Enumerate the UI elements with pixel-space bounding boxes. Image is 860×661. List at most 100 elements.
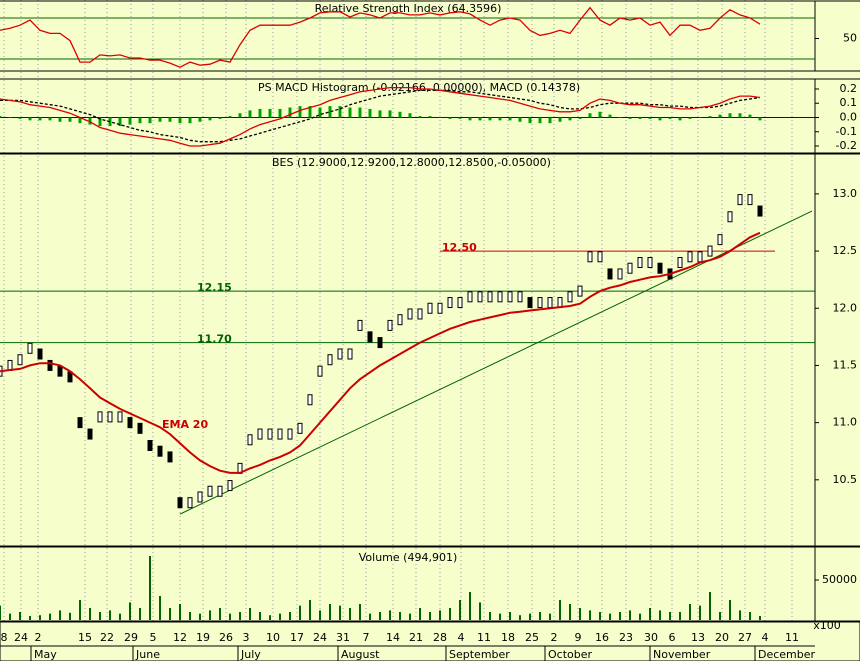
histogram-bar	[18, 117, 22, 119]
x-tick-label: 31	[336, 631, 350, 644]
histogram-bar	[58, 117, 62, 122]
price-candle	[617, 268, 623, 280]
histogram-bar	[238, 113, 242, 118]
series-label: EMA 20	[162, 418, 208, 431]
month-label: August	[341, 648, 380, 661]
x-tick-label: 2	[35, 631, 42, 644]
volume-bar	[529, 613, 531, 620]
price-candle	[347, 348, 353, 360]
histogram-bar	[358, 107, 362, 118]
series-line	[0, 89, 761, 143]
volume-bar	[319, 610, 321, 620]
x-tick-label: 2	[551, 631, 558, 644]
volume-bar	[259, 612, 261, 620]
price-candle	[267, 428, 273, 440]
x-tick-label: 13	[691, 631, 705, 644]
x-tick-label: 28	[433, 631, 447, 644]
price-candle	[457, 297, 463, 309]
price-candle	[127, 417, 133, 429]
histogram-bar	[268, 108, 272, 118]
price-candle	[137, 422, 143, 434]
price-candle	[157, 445, 163, 457]
histogram-bar	[748, 114, 752, 118]
price-candle	[727, 211, 733, 223]
volume-bar	[649, 608, 651, 620]
price-candle	[187, 497, 193, 509]
histogram-bar	[558, 117, 562, 122]
panel-title: PS MACD Histogram (-0.02166, 0.00000), M…	[258, 81, 580, 94]
volume-bar	[589, 610, 591, 620]
histogram-bar	[588, 113, 592, 118]
histogram-bar	[218, 117, 222, 119]
volume-bar	[669, 612, 671, 620]
volume-bar	[329, 604, 331, 620]
x-tick-label: 11	[477, 631, 491, 644]
volume-bar	[39, 615, 41, 620]
price-candle	[317, 365, 323, 377]
price-candle	[487, 291, 493, 303]
volume-bar	[579, 608, 581, 620]
y-tick-label: 12.5	[833, 244, 858, 257]
price-candle	[657, 262, 663, 274]
price-candle	[747, 194, 753, 206]
x-tick-label: 16	[595, 631, 609, 644]
histogram-bar	[198, 117, 202, 122]
price-candle	[687, 251, 693, 263]
volume-bar	[149, 556, 151, 620]
y-tick-label: 50000	[822, 573, 857, 586]
x-tick-label: 29	[124, 631, 138, 644]
price-candle	[87, 428, 93, 440]
x-tick-label: 11	[785, 631, 799, 644]
volume-bar	[359, 604, 361, 620]
volume-bar	[659, 610, 661, 620]
histogram-bar	[178, 117, 182, 124]
price-candle	[497, 291, 503, 303]
volume-bar	[349, 608, 351, 620]
y-tick-label: -0.2	[836, 139, 857, 152]
volume-bar	[139, 608, 141, 620]
price-candle	[57, 365, 63, 377]
price-candle	[437, 302, 443, 314]
price-candle	[407, 308, 413, 320]
volume-bar	[759, 616, 761, 620]
volume-bar	[399, 612, 401, 620]
histogram-bar	[278, 108, 282, 118]
histogram-bar	[428, 116, 432, 118]
volume-bar	[339, 605, 341, 620]
price-candle	[17, 354, 23, 366]
histogram-bar	[88, 117, 92, 125]
price-candle	[27, 342, 33, 354]
volume-bar	[559, 600, 561, 620]
y-tick-label: 0.1	[840, 96, 858, 109]
price-candle	[47, 359, 53, 371]
y-tick-label: 50	[843, 32, 857, 45]
y-tick-label: 0.2	[840, 82, 858, 95]
y-tick-label: 0.0	[840, 110, 858, 123]
x-tick-label: 25	[525, 631, 539, 644]
volume-bar	[419, 608, 421, 620]
histogram-bar	[188, 117, 192, 124]
histogram-bar	[608, 114, 612, 118]
histogram-bar	[758, 117, 762, 121]
volume-bar	[439, 610, 441, 620]
volume-bar	[279, 613, 281, 620]
x-tick-label: 10	[266, 631, 280, 644]
volume-bar	[539, 612, 541, 620]
volume-bar	[79, 600, 81, 620]
volume-bar	[429, 612, 431, 620]
volume-bar	[599, 612, 601, 620]
series-line	[0, 86, 761, 147]
volume-bar	[209, 610, 211, 620]
volume-bar	[229, 613, 231, 620]
y-tick-label: -0.1	[836, 125, 857, 138]
histogram-bar	[538, 117, 542, 124]
histogram-bar	[138, 117, 142, 124]
x-tick-label: 18	[501, 631, 515, 644]
x-tick-label: 4	[762, 631, 769, 644]
histogram-bar	[438, 117, 442, 118]
x-tick-label: 23	[619, 631, 633, 644]
histogram-bar	[308, 106, 312, 118]
histogram-bar	[68, 117, 72, 122]
histogram-bar	[8, 117, 12, 118]
